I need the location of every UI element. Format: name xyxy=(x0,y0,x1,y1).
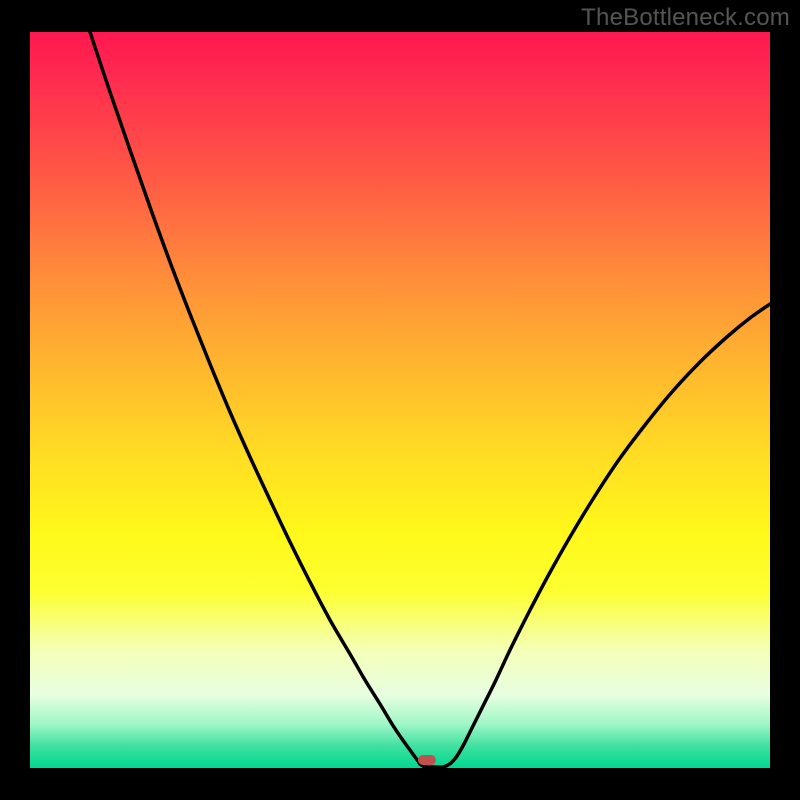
minimum-marker xyxy=(418,755,436,765)
curve-layer xyxy=(30,32,770,768)
plot-area xyxy=(30,32,770,768)
bottleneck-curve xyxy=(90,32,770,767)
watermark: TheBottleneck.com xyxy=(581,4,790,32)
